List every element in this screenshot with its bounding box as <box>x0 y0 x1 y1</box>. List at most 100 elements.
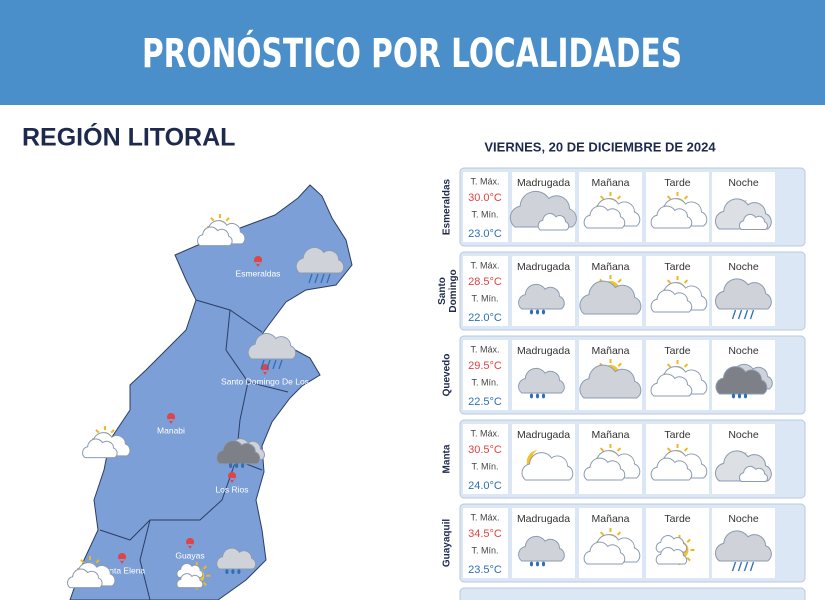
max-label: T. Máx. <box>470 260 499 270</box>
period-label: Noche <box>728 177 759 189</box>
period-label: Madrugada <box>517 177 570 189</box>
rain-drop <box>229 463 233 468</box>
period-label: Tarde <box>664 513 690 525</box>
weather-icon <box>176 562 211 590</box>
max-temp: 30.5°C <box>468 444 502 456</box>
period-label: Madrugada <box>517 429 570 441</box>
cloud <box>650 457 693 481</box>
province-border <box>247 381 289 393</box>
rain-drop <box>529 309 534 315</box>
period-label: Mañana <box>592 177 630 189</box>
weather-icon <box>650 192 708 229</box>
city-name: SantoDomingo <box>437 269 459 312</box>
rain-drop <box>541 561 546 567</box>
city-name: Guayaquil <box>442 519 453 568</box>
sun-ray <box>616 531 622 536</box>
rain-drop <box>541 393 546 399</box>
period-label: Tarde <box>664 261 690 273</box>
sun-ray <box>202 565 208 570</box>
rain-line <box>743 309 749 320</box>
temp-box <box>463 424 508 494</box>
rain-line <box>260 359 265 370</box>
forecast-card <box>459 587 806 600</box>
weather-icon <box>583 444 641 481</box>
sun-ray <box>616 447 622 452</box>
cloud <box>176 562 204 578</box>
map <box>69 184 353 600</box>
city-name: Manta <box>442 444 453 473</box>
weather-icon <box>715 198 772 230</box>
weather-icon <box>583 528 641 565</box>
period-label: Mañana <box>592 261 630 273</box>
cloud <box>738 213 768 230</box>
sun-ray <box>616 195 622 200</box>
weather-icon <box>583 192 641 229</box>
cloud <box>176 573 204 589</box>
weather-icon <box>295 246 345 284</box>
max-temp: 34.5°C <box>468 528 502 540</box>
rain-line <box>749 309 755 320</box>
sun-ray <box>666 363 672 368</box>
weather-icon <box>715 278 772 320</box>
period-label: Mañana <box>592 429 630 441</box>
rain-drop <box>231 569 235 574</box>
rain-line <box>278 359 283 370</box>
weather-icon <box>509 190 577 231</box>
cloud <box>583 541 626 565</box>
period-label: Noche <box>728 429 759 441</box>
sun-ray <box>686 557 691 562</box>
sun-ray <box>617 362 622 367</box>
rain-line <box>743 561 749 572</box>
cloud <box>247 332 297 360</box>
city-name: Quevedo <box>442 354 453 397</box>
period-label: Mañana <box>592 345 630 357</box>
cloud <box>216 440 261 465</box>
rain-line <box>326 273 331 284</box>
temp-box <box>463 340 508 410</box>
header-title: PRONÓSTICO POR LOCALIDADES <box>142 29 682 77</box>
weather-icon <box>521 450 574 481</box>
rain-drop <box>743 393 748 399</box>
sun-ray <box>95 559 100 564</box>
rain-line <box>266 359 271 370</box>
header-band <box>0 0 825 105</box>
max-temp: 28.5°C <box>468 276 502 288</box>
temp-box <box>463 508 508 578</box>
sun-ray <box>210 217 215 222</box>
weather-icon <box>579 359 642 399</box>
cloud <box>518 367 565 394</box>
rain-drop <box>535 561 540 567</box>
cloud <box>650 205 693 229</box>
max-temp: 29.5°C <box>468 360 502 372</box>
min-label: T. Mín. <box>471 377 498 387</box>
weather-icon <box>247 332 297 370</box>
cloud <box>579 280 642 315</box>
min-temp: 23.0°C <box>468 228 502 240</box>
sun-ray <box>225 217 230 222</box>
rain-line <box>731 561 737 572</box>
cloud <box>518 283 565 310</box>
sun-ray <box>202 581 208 587</box>
max-label: T. Máx. <box>470 428 499 438</box>
temp-box <box>463 172 508 242</box>
period-label: Tarde <box>664 177 690 189</box>
map-label: Esmeraldas <box>236 268 281 278</box>
cloud <box>537 213 570 231</box>
cloud <box>650 289 693 313</box>
rain-drop <box>737 393 742 399</box>
map-label: Los Rios <box>215 484 248 494</box>
weather-icon <box>197 214 246 247</box>
sun-ray <box>683 363 689 368</box>
min-label: T. Mín. <box>471 209 498 219</box>
cloud <box>521 452 574 481</box>
rain-line <box>737 309 743 320</box>
weather-icon <box>650 276 708 313</box>
max-temp: 30.0°C <box>468 192 502 204</box>
rain-drop <box>529 561 534 567</box>
province-border <box>99 309 249 541</box>
weather-icon <box>67 556 116 589</box>
rain-line <box>314 273 319 284</box>
weather-icon <box>650 360 708 397</box>
cloud <box>82 438 118 459</box>
cloud <box>655 535 688 553</box>
